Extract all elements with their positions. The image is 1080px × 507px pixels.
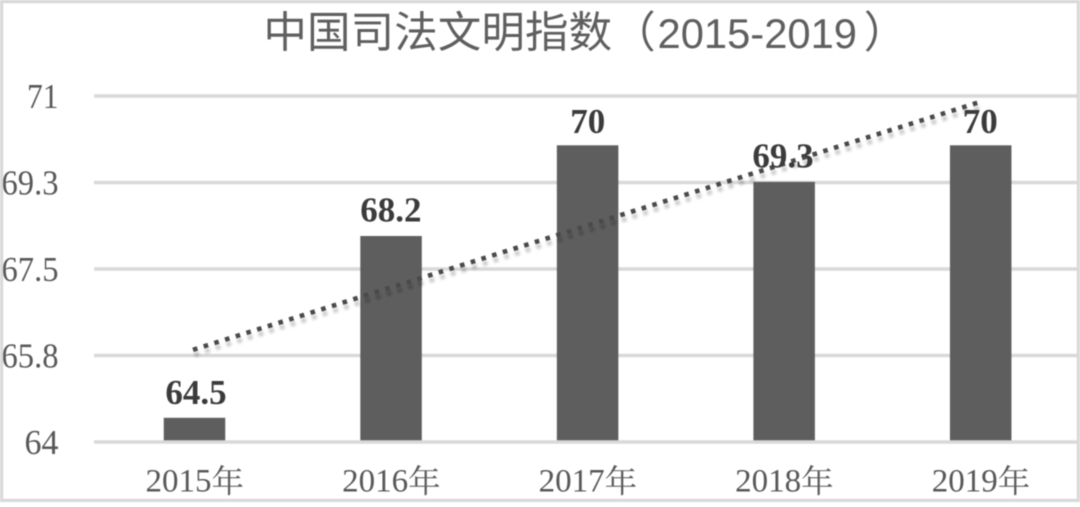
svg-text:69.3: 69.3 — [2, 164, 59, 203]
svg-text:64.5: 64.5 — [165, 373, 226, 412]
svg-text:67.5: 67.5 — [2, 250, 59, 289]
svg-text:68.2: 68.2 — [360, 191, 421, 230]
svg-text:2017: 2017 — [539, 464, 605, 500]
svg-text:2016: 2016 — [342, 464, 408, 500]
svg-text:70: 70 — [570, 102, 605, 141]
svg-text:65.8: 65.8 — [2, 336, 59, 375]
svg-text:64: 64 — [25, 423, 59, 462]
svg-text:70: 70 — [963, 102, 998, 141]
svg-text:2015: 2015 — [146, 464, 212, 500]
svg-text:2015-2019: 2015-2019 — [658, 10, 858, 57]
svg-text:2019: 2019 — [932, 464, 998, 500]
svg-text:69.3: 69.3 — [752, 137, 813, 176]
svg-text:71: 71 — [27, 77, 59, 116]
svg-text:2018: 2018 — [735, 464, 801, 500]
